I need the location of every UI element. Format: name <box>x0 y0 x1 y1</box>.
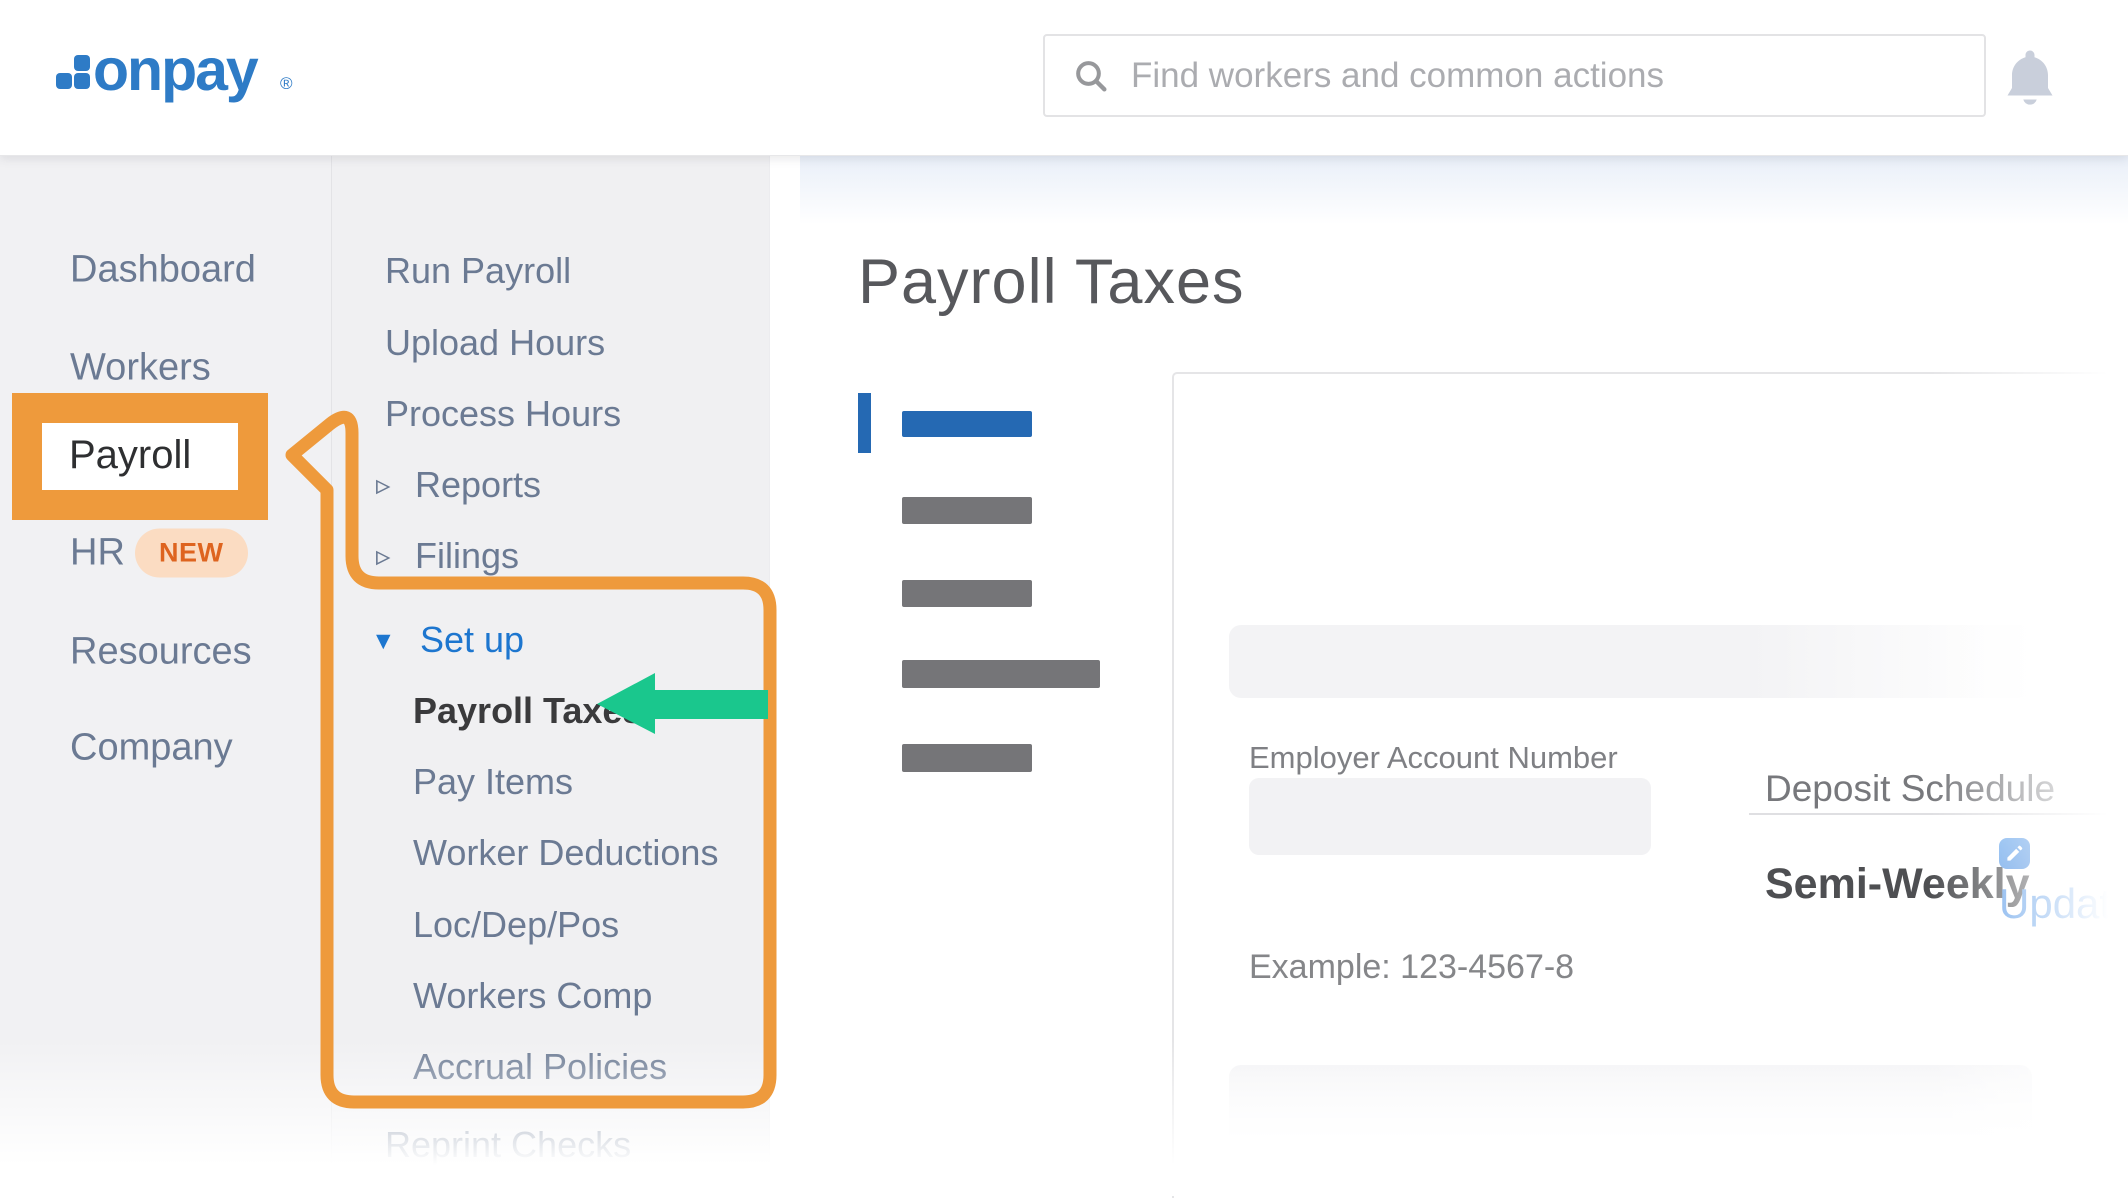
menu-item-reports[interactable]: Reports <box>415 464 542 505</box>
app-header: onpay ® <box>0 0 2128 156</box>
onpay-logo[interactable]: onpay ® <box>56 37 356 117</box>
chevron-right-icon[interactable]: ▹ <box>376 540 391 573</box>
sidebar-item-hr[interactable]: HR <box>70 531 125 574</box>
sidebar-item-workers[interactable]: Workers <box>70 346 211 389</box>
sidebar-item-resources[interactable]: Resources <box>70 630 252 673</box>
menu-item-worker-deductions[interactable]: Worker Deductions <box>413 832 719 873</box>
bottom-fade-overlay <box>0 1040 2128 1196</box>
employer-account-example-text: Example: 123-4567-8 <box>1249 948 1575 986</box>
primary-sidebar: Dashboard Workers HR NEW Resources Compa… <box>0 155 332 1196</box>
global-search[interactable] <box>1043 34 1986 117</box>
menu-item-upload-hours[interactable]: Upload Hours <box>385 322 606 363</box>
menu-item-run-payroll[interactable]: Run Payroll <box>385 250 572 291</box>
redacted-section-band <box>1229 625 2032 698</box>
content-top-gradient <box>800 156 2128 228</box>
employer-account-number-input[interactable] <box>1249 778 1651 855</box>
page-title: Payroll Taxes <box>858 247 1245 317</box>
chevron-right-icon[interactable]: ▹ <box>376 469 391 502</box>
payroll-highlight-box[interactable]: Payroll <box>12 393 268 520</box>
menu-item-process-hours[interactable]: Process Hours <box>385 393 622 434</box>
redacted-list-item[interactable] <box>902 744 1032 772</box>
redacted-list-item-active[interactable] <box>902 411 1032 437</box>
sidebar-item-company[interactable]: Company <box>70 726 233 769</box>
sidebar-item-payroll[interactable]: Payroll <box>69 433 192 477</box>
menu-item-pay-items[interactable]: Pay Items <box>413 761 574 802</box>
menu-item-payroll-taxes[interactable]: Payroll Taxes <box>413 690 643 731</box>
logo-wordmark: onpay <box>93 37 259 103</box>
registered-mark: ® <box>280 74 293 93</box>
search-icon <box>1076 60 1107 92</box>
redacted-list-item[interactable] <box>902 660 1100 688</box>
menu-item-workers-comp[interactable]: Workers Comp <box>413 975 653 1016</box>
redacted-list-item[interactable] <box>902 497 1032 524</box>
employer-account-number-label: Employer Account Number <box>1249 740 1618 775</box>
hr-new-badge: NEW <box>135 528 248 578</box>
menu-item-loc-dep-pos[interactable]: Loc/Dep/Pos <box>413 904 620 945</box>
search-input[interactable] <box>1129 54 1984 97</box>
logo-square-icon <box>74 73 90 89</box>
right-fade-overlay <box>1930 360 2128 1140</box>
notifications-bell-icon[interactable] <box>2000 46 2060 112</box>
chevron-down-icon[interactable]: ▾ <box>376 624 391 657</box>
logo-square-icon <box>56 73 72 89</box>
logo-square-icon <box>74 55 90 71</box>
redacted-list-item[interactable] <box>902 580 1032 607</box>
menu-item-filings[interactable]: Filings <box>415 535 520 576</box>
selected-item-indicator <box>858 393 871 453</box>
sidebar-item-dashboard[interactable]: Dashboard <box>70 248 256 291</box>
menu-item-set-up[interactable]: Set up <box>420 619 525 660</box>
